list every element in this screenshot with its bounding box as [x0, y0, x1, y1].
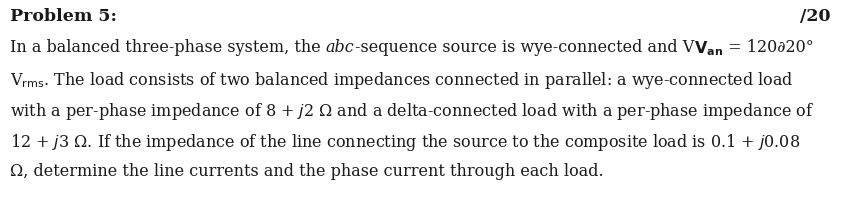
Text: -sequence source is wye-connected and V: -sequence source is wye-connected and V [355, 39, 694, 56]
Text: $\mathbf{V}_{\mathbf{an}}$: $\mathbf{V}_{\mathbf{an}}$ [694, 39, 723, 58]
Text: = 120∂20°: = 120∂20° [723, 39, 814, 56]
Text: In a balanced three-phase system, the: In a balanced three-phase system, the [10, 39, 325, 56]
Text: Problem 5:: Problem 5: [10, 8, 117, 25]
Text: with a per-phase impedance of 8 + $j$2 Ω and a delta-connected load with a per-p: with a per-phase impedance of 8 + $j$2 Ω… [10, 101, 814, 122]
Text: /20: /20 [801, 8, 831, 25]
Text: 12 + $j$3 Ω. If the impedance of the line connecting the source to the composite: 12 + $j$3 Ω. If the impedance of the lin… [10, 132, 801, 153]
Text: abc: abc [325, 39, 355, 56]
Text: V$_{\rm rms}$. The load consists of two balanced impedances connected in paralle: V$_{\rm rms}$. The load consists of two … [10, 70, 794, 91]
Text: Ω, determine the line currents and the phase current through each load.: Ω, determine the line currents and the p… [10, 163, 604, 180]
